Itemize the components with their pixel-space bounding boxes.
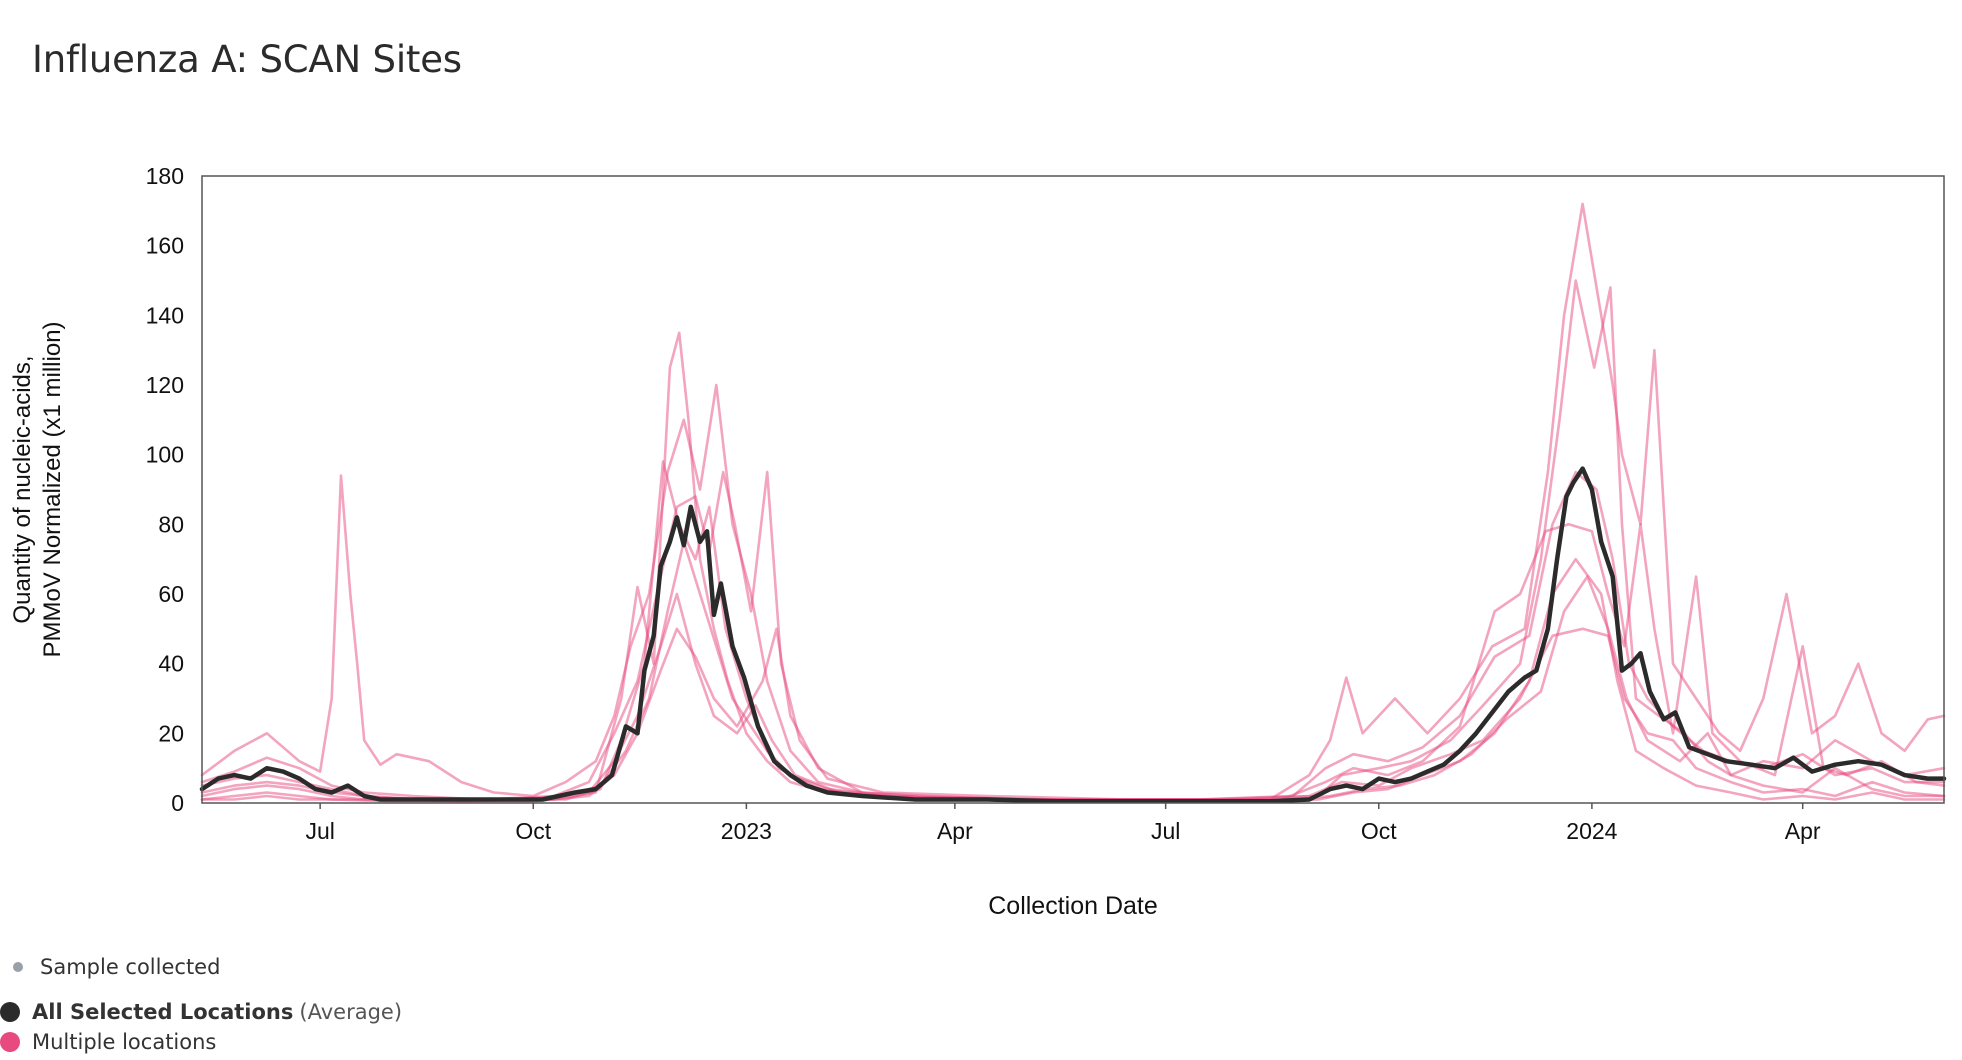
y-axis-label-line1: Quantity of nucleic-acids, bbox=[9, 355, 36, 623]
series-average-line bbox=[199, 466, 1947, 804]
series-location-line-7 bbox=[200, 575, 1946, 803]
x-tick-label: Apr bbox=[1785, 818, 1821, 844]
y-tick-label: 140 bbox=[146, 302, 184, 328]
legend-label-average: All Selected Locations bbox=[32, 1000, 294, 1024]
sample-dot-icon bbox=[13, 962, 23, 972]
y-tick-label: 180 bbox=[146, 163, 184, 189]
y-axis-label-line2: PMMoV Normalized (x1 million) bbox=[39, 321, 66, 657]
series-location-line-6 bbox=[200, 460, 1946, 801]
x-tick-label: Oct bbox=[1361, 818, 1397, 844]
y-tick-label: 120 bbox=[146, 372, 184, 398]
y-tick-label: 100 bbox=[146, 442, 184, 468]
legend-label-average-suffix: (Average) bbox=[299, 1000, 403, 1024]
legend-item-sample[interactable]: Sample collected bbox=[0, 955, 220, 979]
y-axis: 0 20 40 60 80 100 120 140 160 180 bbox=[146, 163, 184, 816]
x-tick-label: Apr bbox=[937, 818, 973, 844]
x-axis-label: Collection Date bbox=[988, 892, 1158, 920]
series-layer bbox=[199, 202, 1947, 804]
y-tick-label: 80 bbox=[158, 511, 184, 537]
x-tick-label: Jul bbox=[1151, 818, 1180, 844]
multiple-dot-icon bbox=[0, 1032, 20, 1052]
x-tick-label: Oct bbox=[515, 818, 551, 844]
legend-label-sample: Sample collected bbox=[40, 955, 221, 979]
y-tick-label: 160 bbox=[146, 233, 184, 259]
plot-frame bbox=[201, 175, 1945, 804]
x-axis: Jul Oct 2023 Apr Jul Oct 2024 Apr bbox=[305, 803, 1821, 844]
y-tick-label: 0 bbox=[171, 790, 184, 816]
x-tick-label: 2023 bbox=[721, 818, 772, 844]
y-tick-label: 20 bbox=[158, 720, 184, 746]
y-tick-label: 60 bbox=[158, 581, 184, 607]
series-location-line-1 bbox=[200, 202, 1946, 801]
y-tick-label: 40 bbox=[158, 651, 184, 677]
series-location-line-2 bbox=[200, 279, 1946, 801]
x-tick-label: Jul bbox=[305, 818, 334, 844]
legend-item-multiple[interactable]: Multiple locations bbox=[0, 1030, 216, 1054]
average-dot-icon bbox=[0, 1002, 20, 1022]
x-tick-label: 2024 bbox=[1566, 818, 1617, 844]
legend-label-multiple: Multiple locations bbox=[32, 1030, 217, 1054]
legend-item-average[interactable]: All Selected Locations (Average) bbox=[0, 1000, 402, 1024]
page-title: Influenza A: SCAN Sites bbox=[32, 38, 462, 81]
